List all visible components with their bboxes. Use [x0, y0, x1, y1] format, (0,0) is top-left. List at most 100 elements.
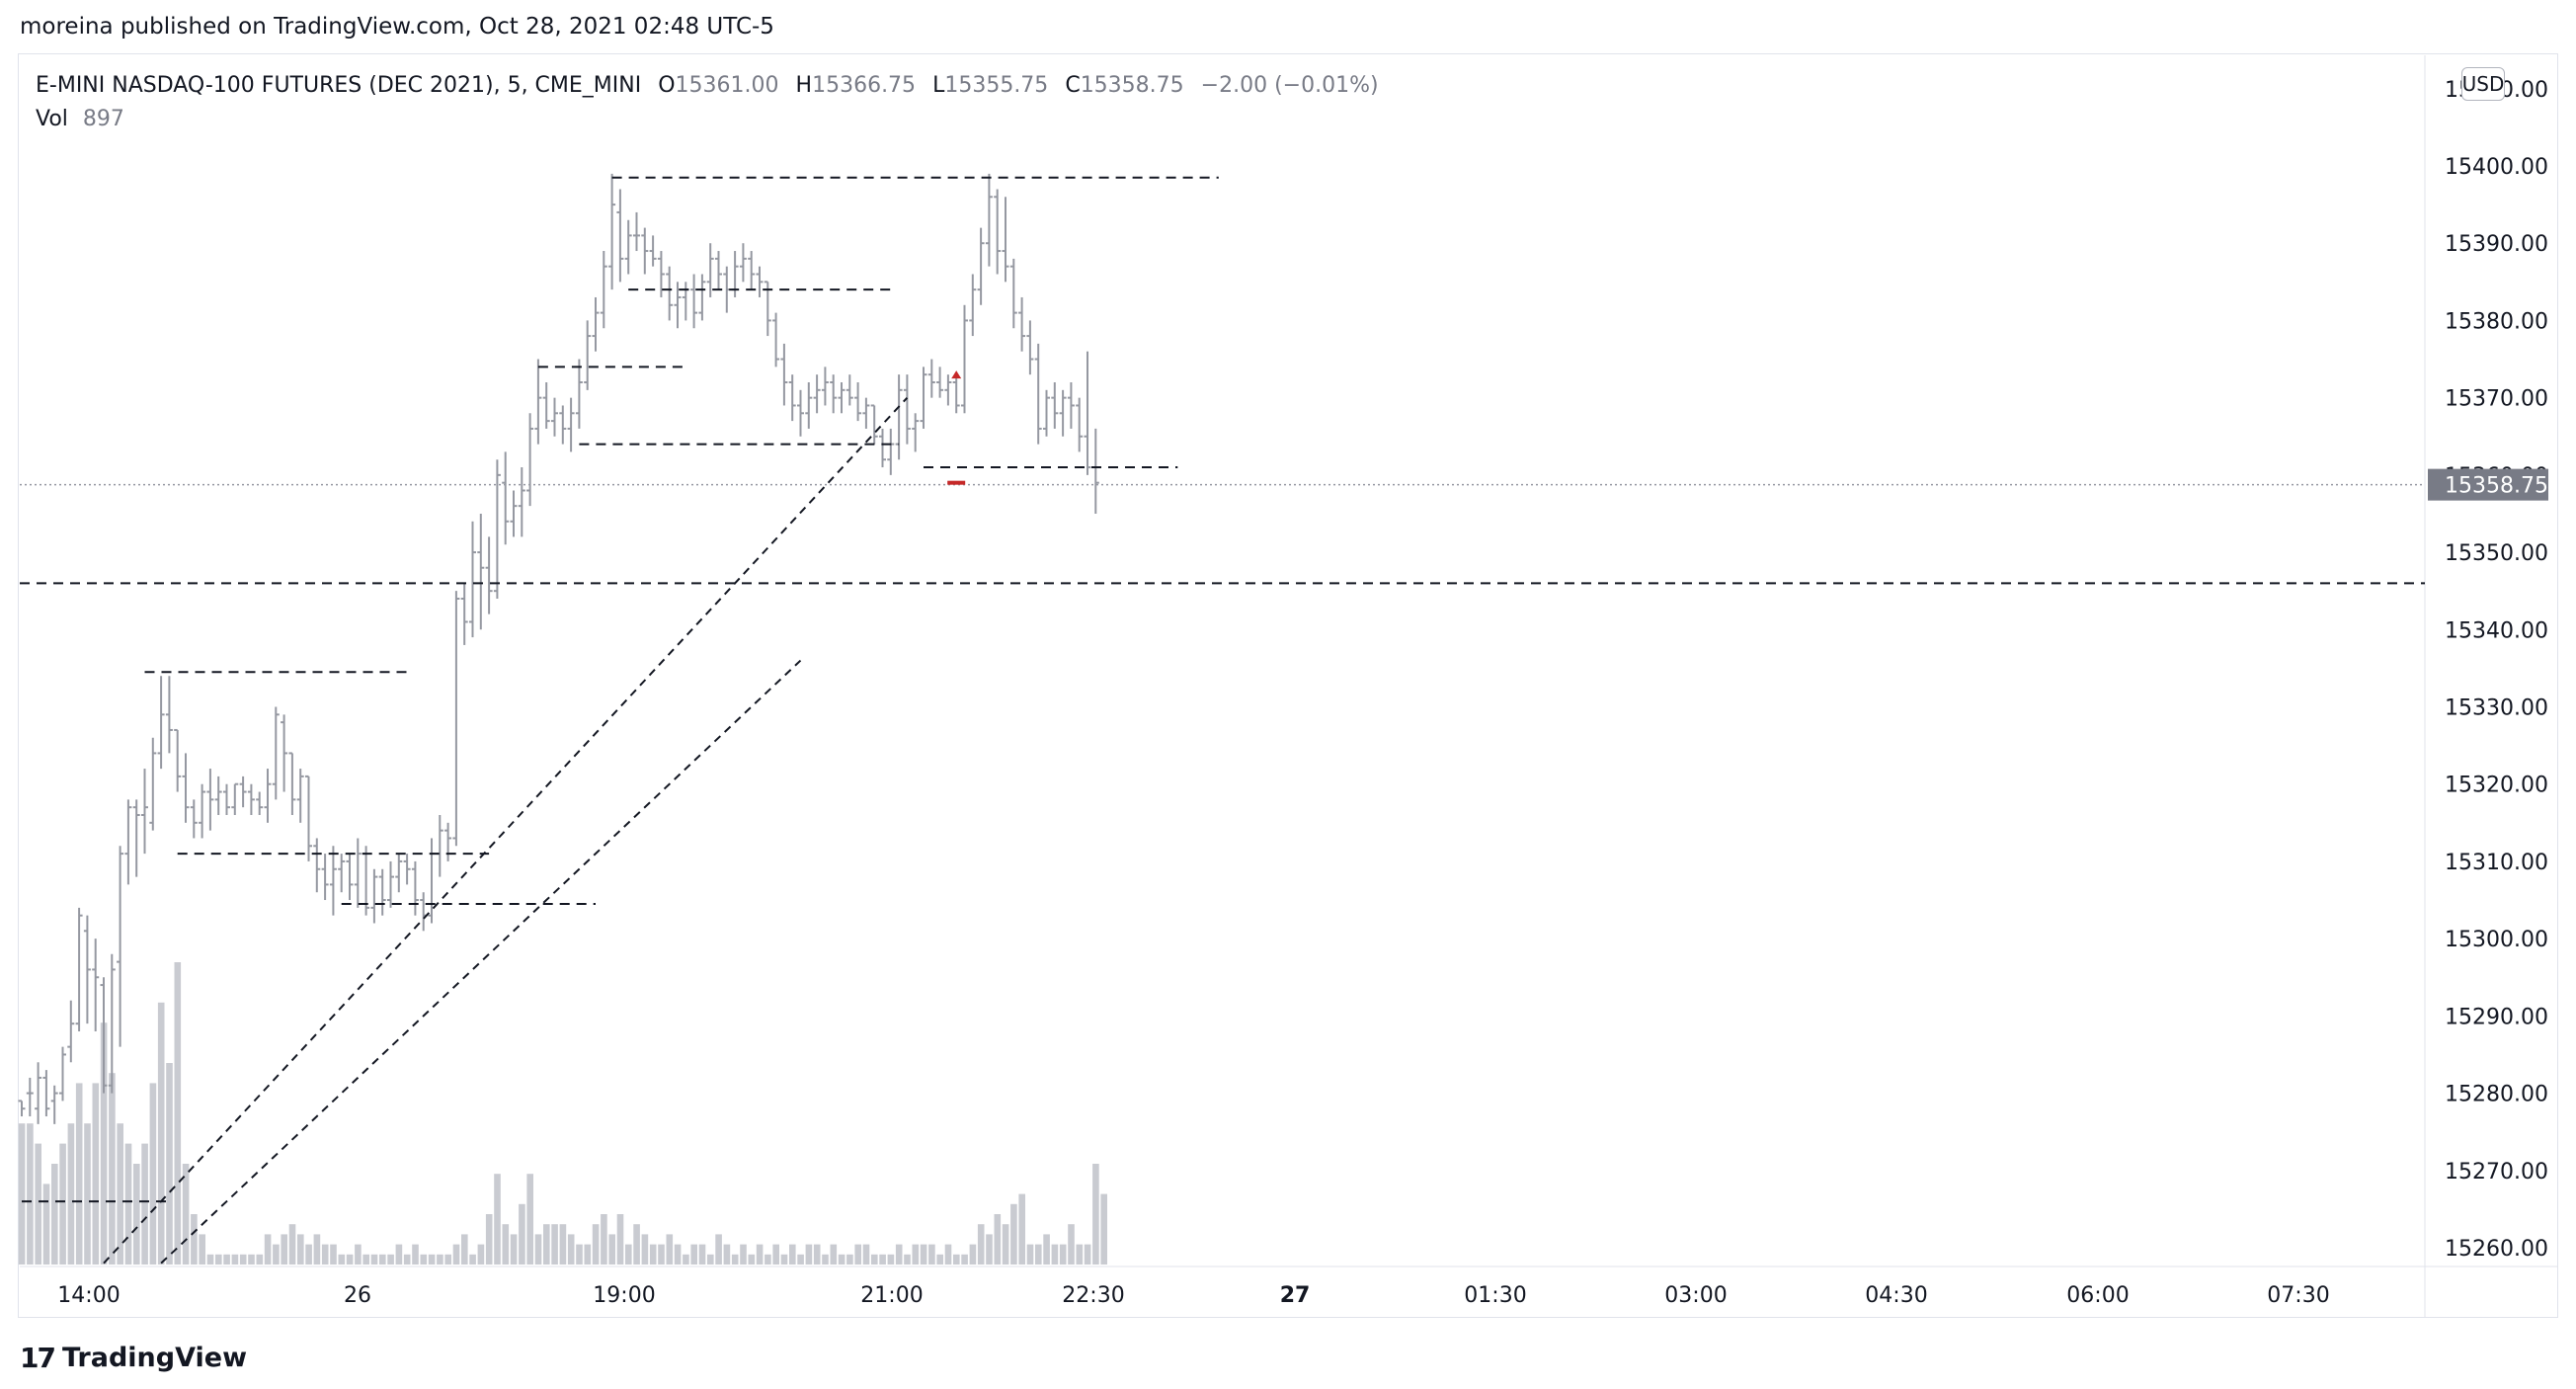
volume-bar — [452, 1244, 460, 1265]
tradingview-brand-label: TradingView — [61, 1343, 248, 1373]
volume-bar — [1043, 1234, 1050, 1265]
volume-bar — [920, 1244, 927, 1265]
volume-bar — [616, 1214, 624, 1265]
volume-bar — [338, 1254, 346, 1265]
volume-bar — [601, 1214, 607, 1265]
volume-bar — [1035, 1244, 1042, 1265]
volume-bar — [92, 1083, 100, 1265]
volume-bar — [387, 1254, 394, 1265]
volume-bar — [953, 1254, 960, 1265]
volume-bar — [862, 1244, 870, 1265]
legend-change: −2.00 (−0.01%) — [1200, 73, 1379, 98]
volume-bar — [740, 1244, 747, 1265]
volume-bar — [1100, 1193, 1107, 1265]
volume-bar — [838, 1254, 845, 1265]
volume-bar — [854, 1244, 861, 1265]
volume-bar — [362, 1254, 369, 1265]
volume-bar — [231, 1254, 239, 1265]
last-price-label: 15358.75 — [2445, 474, 2548, 499]
volume-bar — [813, 1244, 821, 1265]
volume-bar — [592, 1224, 600, 1265]
price-axis-label: 15340.00 — [2445, 618, 2548, 643]
dashed-trend-line — [103, 396, 909, 1265]
volume-bar — [895, 1244, 903, 1265]
volume-bar — [723, 1244, 731, 1265]
volume-bar — [551, 1224, 558, 1265]
volume-bar — [625, 1244, 632, 1265]
volume-bar — [124, 1143, 132, 1265]
volume-bar — [830, 1244, 838, 1265]
volume-bar — [18, 1123, 26, 1265]
volume-bar — [666, 1234, 674, 1265]
volume-bar — [59, 1143, 66, 1265]
currency-button[interactable]: USD — [2461, 67, 2505, 101]
price-axis-label: 15400.00 — [2445, 155, 2548, 180]
volume-bar — [567, 1234, 575, 1265]
price-axis-label: 15390.00 — [2445, 232, 2548, 257]
legend-volume-label[interactable]: Vol — [36, 107, 68, 131]
volume-bar — [370, 1254, 378, 1265]
volume-bar — [206, 1254, 214, 1265]
volume-bar — [772, 1244, 779, 1265]
legend-high-label: H — [795, 73, 813, 98]
volume-bar — [428, 1254, 436, 1265]
volume-bar — [986, 1234, 993, 1265]
volume-bar — [707, 1254, 714, 1265]
volume-bar — [256, 1254, 264, 1265]
volume-bar — [1076, 1244, 1084, 1265]
time-axis-label: 14:00 — [57, 1283, 120, 1308]
volume-bar — [420, 1254, 428, 1265]
volume-bar — [698, 1244, 706, 1265]
price-axis-label: 15300.00 — [2445, 928, 2548, 952]
red-dash-marker — [947, 480, 966, 485]
price-axis-label: 15280.00 — [2445, 1083, 2548, 1107]
volume-bar — [519, 1203, 525, 1265]
volume-bar — [109, 1073, 116, 1265]
volume-bar — [584, 1244, 592, 1265]
legend-symbol[interactable]: E-MINI NASDAQ-100 FUTURES (DEC 2021), 5,… — [36, 73, 642, 98]
price-axis-label: 15290.00 — [2445, 1005, 2548, 1029]
legend-low-value: 15355.75 — [944, 73, 1049, 98]
volume-bar — [199, 1234, 205, 1265]
volume-bar — [437, 1254, 443, 1265]
volume-bar — [379, 1254, 386, 1265]
time-axis-label: 27 — [1280, 1283, 1311, 1308]
volume-bar — [765, 1254, 771, 1265]
volume-bar — [395, 1244, 403, 1265]
chart-frame[interactable] — [18, 53, 2558, 1318]
volume-bar — [904, 1254, 911, 1265]
volume-bar — [239, 1254, 247, 1265]
tradingview-brand[interactable]: 17 TradingView — [20, 1342, 247, 1374]
volume-bar — [633, 1224, 640, 1265]
volume-bar — [141, 1143, 148, 1265]
volume-bar — [444, 1254, 451, 1265]
time-axis-label: 21:00 — [860, 1283, 923, 1308]
legend-volume-row: Vol 897 — [36, 103, 1379, 136]
volume-bar — [1010, 1203, 1017, 1265]
volume-bar — [1002, 1224, 1009, 1265]
volume-bar — [846, 1254, 853, 1265]
volume-bar — [641, 1234, 649, 1265]
dashed-trend-line — [160, 659, 802, 1265]
volume-bar — [928, 1244, 935, 1265]
price-axis-label: 15270.00 — [2445, 1160, 2548, 1185]
time-axis-label: 22:30 — [1062, 1283, 1124, 1308]
volume-bar — [166, 1063, 173, 1265]
legend-open-value: 15361.00 — [675, 73, 779, 98]
volume-bar — [526, 1174, 533, 1265]
volume-bar — [35, 1143, 41, 1265]
volume-bar — [157, 1002, 165, 1265]
volume-bar — [215, 1254, 222, 1265]
volume-bar — [281, 1234, 287, 1265]
published-by-text: moreina published on TradingView.com, Oc… — [20, 14, 774, 40]
legend-volume-value: 897 — [82, 107, 124, 131]
price-axis-label: 15320.00 — [2445, 774, 2548, 798]
volume-bar — [67, 1123, 75, 1265]
volume-bar — [100, 1022, 108, 1265]
volume-bar — [494, 1174, 501, 1265]
volume-bar — [133, 1164, 140, 1265]
volume-bar — [321, 1244, 329, 1265]
volume-bar — [608, 1234, 615, 1265]
volume-bar — [412, 1244, 419, 1265]
